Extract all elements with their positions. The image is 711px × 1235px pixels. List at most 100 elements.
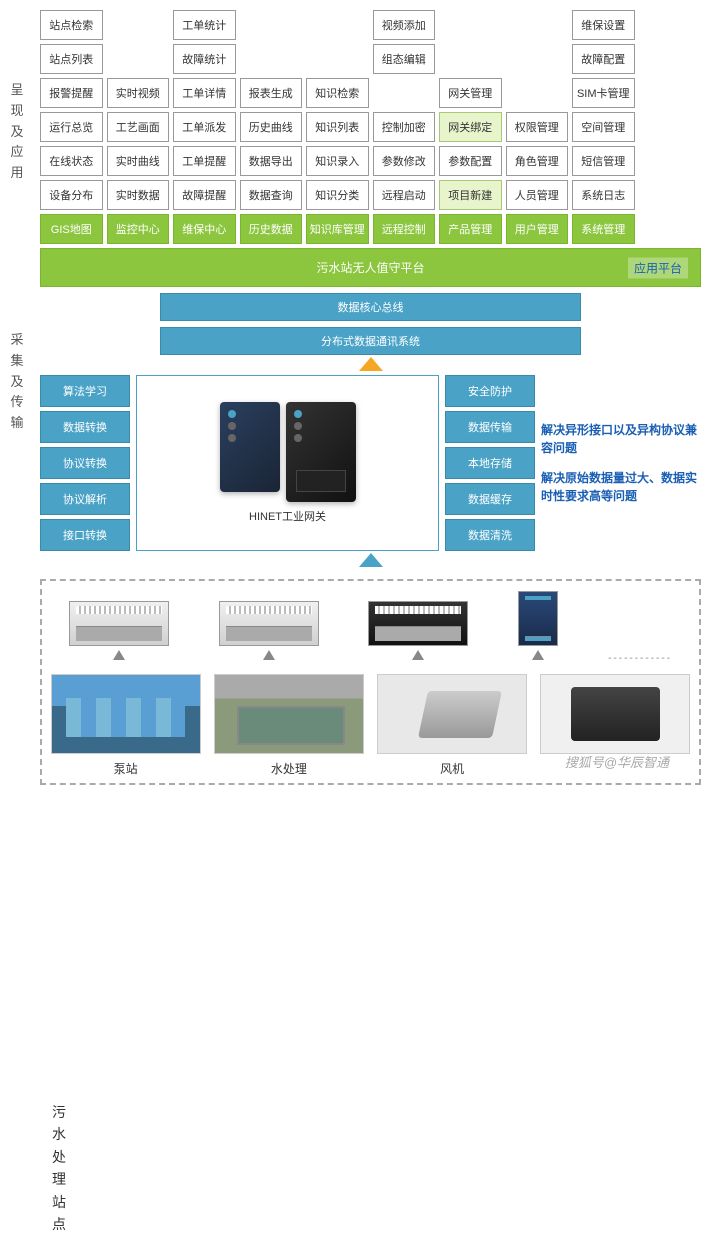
feature-cell: 数据导出 xyxy=(240,146,303,176)
arrow-sm-icon xyxy=(113,650,125,660)
photo-label: 水处理 xyxy=(211,760,366,777)
gateway-right-col: 安全防护数据传输本地存储数据缓存数据清洗 xyxy=(445,375,535,551)
feature-cell: 故障配置 xyxy=(572,44,635,74)
plc-icon xyxy=(518,591,558,646)
category-cell: 知识库管理 xyxy=(306,214,369,244)
feature-grid: 站点检索工单统计视频添加维保设置站点列表故障统计组态编辑故障配置报警提醒实时视频… xyxy=(40,10,701,210)
feature-cell: 知识列表 xyxy=(306,112,369,142)
func-box: 协议转换 xyxy=(40,447,130,479)
feature-cell xyxy=(639,10,702,40)
device-icon xyxy=(286,402,356,502)
feature-cell: 实时数据 xyxy=(107,180,170,210)
feature-cell: 网关管理 xyxy=(439,78,502,108)
photo-pump xyxy=(51,674,201,754)
feature-cell: 项目新建 xyxy=(439,180,502,210)
feature-cell xyxy=(639,44,702,74)
feature-cell: 故障统计 xyxy=(173,44,236,74)
feature-cell: 参数配置 xyxy=(439,146,502,176)
category-cell: 系统管理 xyxy=(572,214,635,244)
feature-cell xyxy=(639,112,702,142)
feature-cell: 知识录入 xyxy=(306,146,369,176)
feature-cell: 数据查询 xyxy=(240,180,303,210)
feature-cell: 知识分类 xyxy=(306,180,369,210)
photo-label: 泵站 xyxy=(48,760,203,777)
note-1: 解决异形接口以及异构协议兼容问题 xyxy=(541,421,701,457)
category-cell: GIS地图 xyxy=(40,214,103,244)
feature-cell: 故障提醒 xyxy=(173,180,236,210)
func-box: 接口转换 xyxy=(40,519,130,551)
feature-cell: 设备分布 xyxy=(40,180,103,210)
feature-cell xyxy=(306,10,369,40)
ellipsis: ------------ xyxy=(608,653,672,664)
feature-cell xyxy=(439,10,502,40)
gateway-center: HINET工业网关 xyxy=(136,375,439,551)
photo-fan xyxy=(377,674,527,754)
feature-cell: 网关绑定 xyxy=(439,112,502,142)
photo-label: 风机 xyxy=(375,760,530,777)
feature-cell xyxy=(240,10,303,40)
feature-cell xyxy=(439,44,502,74)
section-label-collection: 采集及传输 xyxy=(8,330,26,434)
arrow-sm-icon xyxy=(412,650,424,660)
feature-cell: 运行总览 xyxy=(40,112,103,142)
photo-water xyxy=(214,674,364,754)
feature-cell: 角色管理 xyxy=(506,146,569,176)
func-box: 协议解析 xyxy=(40,483,130,515)
category-cell: 远程控制 xyxy=(373,214,436,244)
category-cell: 监控中心 xyxy=(107,214,170,244)
feature-cell xyxy=(506,10,569,40)
func-box: 数据清洗 xyxy=(445,519,535,551)
func-box: 数据传输 xyxy=(445,411,535,443)
feature-cell: 系统日志 xyxy=(572,180,635,210)
category-cell: 历史数据 xyxy=(240,214,303,244)
gateway-notes: 解决异形接口以及异构协议兼容问题 解决原始数据量过大、数据实时性要求高等问题 xyxy=(541,375,701,551)
func-box: 数据缓存 xyxy=(445,483,535,515)
photo-fan2 xyxy=(540,674,690,754)
feature-cell: 工单提醒 xyxy=(173,146,236,176)
feature-cell: 远程启动 xyxy=(373,180,436,210)
arrow-sm-icon xyxy=(263,650,275,660)
feature-cell: 历史曲线 xyxy=(240,112,303,142)
feature-cell: 实时曲线 xyxy=(107,146,170,176)
note-2: 解决原始数据量过大、数据实时性要求高等问题 xyxy=(541,469,701,505)
plc-icon xyxy=(368,601,468,646)
feature-cell: 站点列表 xyxy=(40,44,103,74)
category-cell: 产品管理 xyxy=(439,214,502,244)
feature-cell: 实时视频 xyxy=(107,78,170,108)
feature-cell xyxy=(506,78,569,108)
func-box: 本地存储 xyxy=(445,447,535,479)
func-box: 算法学习 xyxy=(40,375,130,407)
feature-cell: 视频添加 xyxy=(373,10,436,40)
section-label-site: 污水处理站点 xyxy=(50,1101,68,1235)
feature-cell: 维保设置 xyxy=(572,10,635,40)
feature-cell: 组态编辑 xyxy=(373,44,436,74)
arrow-sm-icon xyxy=(532,650,544,660)
plc-icon xyxy=(69,601,169,646)
section-label-presentation: 呈现及应用 xyxy=(8,80,26,184)
platform-title: 污水站无人值守平台 xyxy=(316,261,424,275)
func-box: 数据转换 xyxy=(40,411,130,443)
feature-cell: 在线状态 xyxy=(40,146,103,176)
feature-cell: 短信管理 xyxy=(572,146,635,176)
feature-cell xyxy=(639,180,702,210)
platform-bar: 污水站无人值守平台 应用平台 xyxy=(40,248,701,287)
bus-dist: 分布式数据通讯系统 xyxy=(160,327,581,355)
feature-cell: 报警提醒 xyxy=(40,78,103,108)
watermark: 搜狐号@华辰智通 xyxy=(565,752,669,771)
bus-core: 数据核心总线 xyxy=(160,293,581,321)
func-box: 安全防护 xyxy=(445,375,535,407)
gateway-row: 算法学习数据转换协议转换协议解析接口转换 HINET工业网关 安全防护数据传输本… xyxy=(40,375,701,551)
feature-cell: 权限管理 xyxy=(506,112,569,142)
feature-cell xyxy=(639,78,702,108)
feature-cell: 工单统计 xyxy=(173,10,236,40)
category-row: GIS地图监控中心维保中心历史数据知识库管理远程控制产品管理用户管理系统管理 xyxy=(40,214,701,244)
feature-cell xyxy=(107,44,170,74)
platform-tag: 应用平台 xyxy=(628,257,688,278)
feature-cell xyxy=(506,44,569,74)
plc-row: ------------ xyxy=(48,591,693,664)
arrow-mid-icon xyxy=(359,553,383,567)
category-cell xyxy=(639,214,702,244)
feature-cell: 知识检索 xyxy=(306,78,369,108)
feature-cell: 报表生成 xyxy=(240,78,303,108)
feature-cell: 工单详情 xyxy=(173,78,236,108)
